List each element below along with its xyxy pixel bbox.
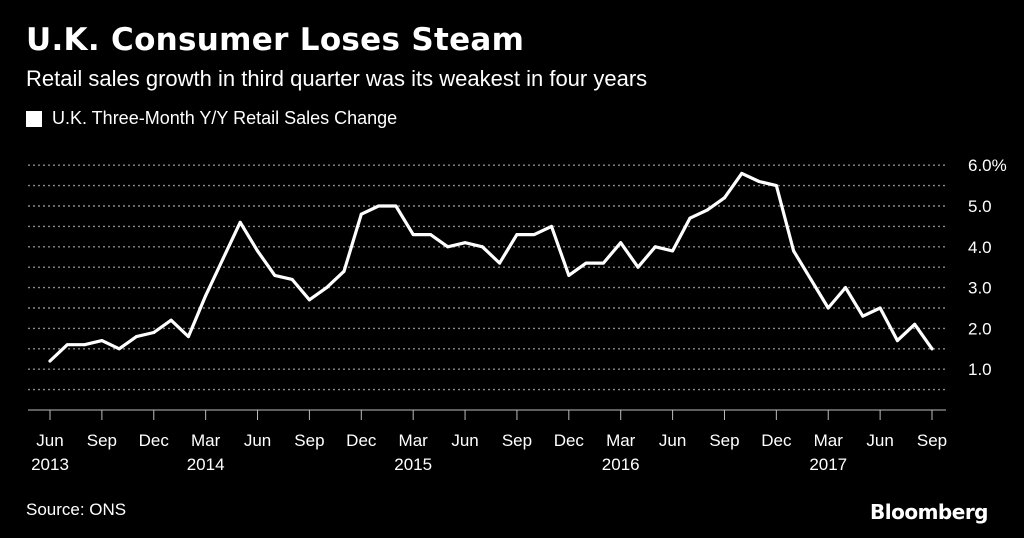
legend-label: U.K. Three-Month Y/Y Retail Sales Change [52,108,398,128]
data-point [792,249,796,253]
data-point [480,245,484,249]
data-point [913,322,917,326]
x-year-label: 2014 [187,455,225,474]
data-point [601,261,605,265]
x-tick-label: Mar [814,431,844,450]
data-point [204,294,208,298]
data-point [532,233,536,237]
data-point [688,216,692,220]
x-tick-label: Mar [399,431,429,450]
data-point [619,241,623,245]
x-tick-label: Jun [451,431,478,450]
data-point [844,286,848,290]
data-point [411,233,415,237]
data-point [394,204,398,208]
data-point [83,343,87,347]
data-point [186,335,190,339]
x-year-label: 2015 [394,455,432,474]
data-point [550,224,554,228]
y-tick-label: 2.0 [968,319,992,338]
data-point [428,233,432,237]
y-tick-label: 6.0% [968,156,1007,175]
data-point [342,269,346,273]
data-point [169,318,173,322]
x-tick-label: Jun [244,431,271,450]
x-tick-label: Sep [709,431,739,450]
data-point [65,343,69,347]
x-year-label: 2016 [602,455,640,474]
x-tick-label: Jun [659,431,686,450]
x-tick-label: Dec [761,431,792,450]
data-point [307,298,311,302]
data-point [498,261,502,265]
data-point [636,265,640,269]
x-year-label: 2013 [31,455,69,474]
y-tick-label: 4.0 [968,238,992,257]
x-axis-ticks: Jun 2013 Sep Dec Mar 2014 Jun Sep Dec Mar 2015 Jun S… [31,410,947,474]
x-tick-label: Mar [606,431,636,450]
data-point [809,277,813,281]
data-point [117,347,121,351]
legend-swatch [26,110,42,127]
data-point [221,257,225,261]
data-point [757,180,761,184]
data-point [152,330,156,334]
data-point [256,249,260,253]
x-tick-label: Sep [502,431,532,450]
chart-subtitle: Retail sales growth in third quarter was… [26,66,648,91]
data-point [878,306,882,310]
x-year-label: 2017 [809,455,847,474]
y-tick-label: 1.0 [968,360,992,379]
data-point [515,233,519,237]
data-point [325,286,329,290]
data-point [290,277,294,281]
data-point [134,335,138,339]
data-point [671,249,675,253]
data-point [463,241,467,245]
data-point [861,314,865,318]
source-note: Source: ONS [26,500,127,519]
chart-title: U.K. Consumer Loses Steam [26,22,525,58]
series-line [48,171,934,363]
y-tick-label: 5.0 [968,197,992,216]
data-point [895,339,899,343]
data-point [359,212,363,216]
x-tick-label: Sep [917,431,947,450]
data-point [377,204,381,208]
x-tick-label: Sep [87,431,117,450]
data-point [446,245,450,249]
x-tick-label: Dec [554,431,585,450]
data-point [653,245,657,249]
y-tick-label: 3.0 [968,279,992,298]
x-tick-label: Jun [36,431,63,450]
x-tick-label: Dec [346,431,377,450]
data-point [584,261,588,265]
x-tick-label: Mar [191,431,221,450]
x-tick-label: Sep [294,431,324,450]
data-point [705,208,709,212]
data-point [100,339,104,343]
data-point [740,171,744,175]
data-point [826,306,830,310]
data-points [48,171,934,363]
data-point [273,273,277,277]
data-point [567,273,571,277]
chart-legend: U.K. Three-Month Y/Y Retail Sales Change [26,108,397,129]
data-point [48,359,52,363]
data-point [930,347,934,351]
x-tick-label: Dec [139,431,170,450]
data-point [774,184,778,188]
x-tick-label: Jun [866,431,893,450]
data-point [722,196,726,200]
y-axis-labels: 1.0 2.0 3.0 4.0 5.0 6.0% [968,156,1007,379]
bloomberg-logo: Bloomberg [870,500,988,524]
data-point [238,220,242,224]
